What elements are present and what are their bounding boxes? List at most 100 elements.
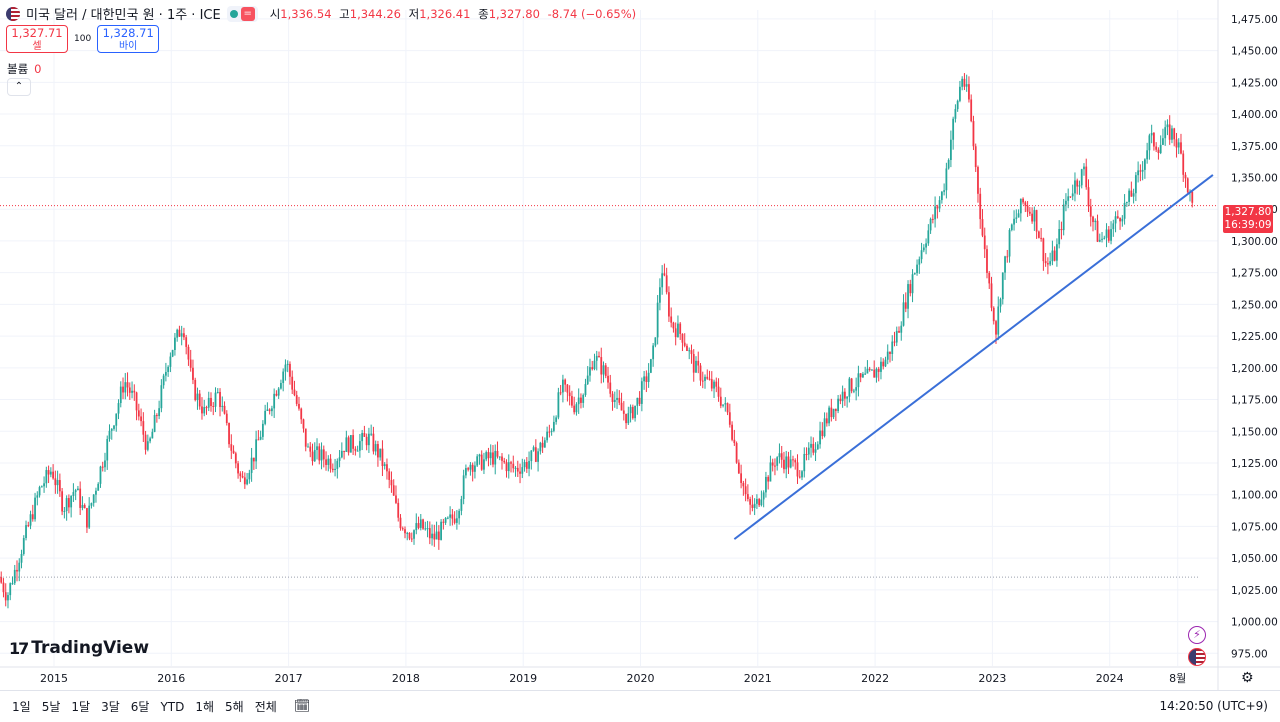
candle <box>67 494 70 514</box>
range-all-button[interactable]: 전체 <box>254 700 277 714</box>
candle <box>487 447 490 467</box>
candle <box>388 468 391 489</box>
candle <box>99 465 102 488</box>
candle <box>176 328 179 342</box>
candle <box>575 402 578 416</box>
candle <box>735 441 738 464</box>
candle <box>183 327 185 341</box>
candle <box>582 393 585 408</box>
range-5d-button[interactable]: 5날 <box>41 700 61 714</box>
candle <box>699 363 702 386</box>
us-flag-event-icon[interactable] <box>1188 648 1206 666</box>
range-1y-button[interactable]: 1해 <box>195 700 215 714</box>
candle <box>1101 231 1103 243</box>
candle <box>311 443 314 466</box>
candle <box>135 391 138 421</box>
candle <box>963 73 966 91</box>
candle <box>636 397 639 415</box>
candle <box>225 410 228 426</box>
candle <box>977 165 979 203</box>
volume-value: 0 <box>34 62 42 76</box>
candle <box>455 510 458 530</box>
candle <box>322 445 325 468</box>
tradingview-logo[interactable]: 17 TradingView <box>9 638 149 658</box>
candle <box>1103 235 1106 240</box>
range-6m-button[interactable]: 6달 <box>130 700 150 714</box>
candle <box>945 162 948 199</box>
candle <box>383 462 386 470</box>
candle <box>264 404 267 426</box>
gear-icon[interactable]: ⚙ <box>1241 670 1254 686</box>
y-tick-label: 1,225.00 <box>1231 331 1278 343</box>
candle <box>379 448 382 461</box>
candle <box>1107 226 1110 243</box>
candle <box>974 143 977 172</box>
candle <box>110 428 113 440</box>
clock-timezone[interactable]: 14:20:50 (UTC+9) <box>1159 699 1268 713</box>
candle <box>31 504 34 522</box>
volume-label: 볼륨 <box>7 62 29 76</box>
candle <box>724 397 727 412</box>
range-ytd-button[interactable]: YTD <box>160 699 185 714</box>
candle <box>18 558 21 582</box>
time-axis: 2015 2016 2017 2018 2019 2020 2021 2022 2023 2024… <box>40 672 1186 685</box>
candle <box>424 521 427 531</box>
x-tick-label: 2023 <box>978 672 1006 685</box>
candle <box>710 371 713 392</box>
candle <box>543 437 546 448</box>
range-5y-button[interactable]: 5해 <box>225 700 244 714</box>
calendar-icon[interactable]: 🗓 <box>293 699 311 714</box>
candle <box>397 498 400 522</box>
candle <box>122 377 124 400</box>
candle <box>1065 193 1067 212</box>
range-1d-button[interactable]: 1일 <box>12 700 31 714</box>
lightning-icon[interactable]: ⚡ <box>1188 626 1206 644</box>
candle <box>390 471 393 493</box>
candle <box>758 497 761 508</box>
candle <box>541 436 544 453</box>
candle <box>180 325 183 346</box>
candle <box>722 404 724 408</box>
range-3m-button[interactable]: 3달 <box>101 700 120 714</box>
status-pill[interactable]: = <box>226 5 258 22</box>
candle <box>640 377 643 412</box>
candle <box>374 440 377 456</box>
volume-legend[interactable]: 볼륨 0 <box>7 61 42 77</box>
candle <box>415 513 418 535</box>
candle <box>72 483 75 502</box>
sell-button[interactable]: 1,327.71 셀 <box>6 25 68 53</box>
candle <box>1004 255 1006 280</box>
candle <box>146 434 149 452</box>
collapse-legend-button[interactable]: ⌃ <box>7 78 31 96</box>
candle <box>530 450 533 470</box>
symbol-title[interactable]: 미국 달러 / 대한민국 원 · 1주 · ICE <box>26 8 221 23</box>
candle <box>331 463 334 473</box>
candle <box>771 458 774 472</box>
candle <box>230 434 233 460</box>
candle <box>843 388 846 406</box>
candle <box>516 460 519 477</box>
candle <box>986 245 988 279</box>
candle <box>652 342 655 367</box>
candle <box>313 442 316 463</box>
candle <box>465 464 467 479</box>
candle <box>877 366 880 382</box>
candle <box>1141 161 1144 181</box>
candle <box>564 378 567 392</box>
candle <box>295 390 298 407</box>
candle <box>106 435 109 470</box>
candle <box>284 359 287 381</box>
candle <box>95 487 97 503</box>
candle <box>990 276 993 312</box>
candle <box>1031 207 1034 224</box>
candle <box>158 400 161 420</box>
candle <box>1159 135 1162 155</box>
candle <box>812 437 815 456</box>
buy-button[interactable]: 1,328.71 바이 <box>97 25 160 53</box>
candle <box>1062 199 1065 236</box>
candle <box>243 472 246 489</box>
range-1m-button[interactable]: 1달 <box>71 700 91 714</box>
candle <box>437 525 440 550</box>
candle <box>911 269 914 303</box>
